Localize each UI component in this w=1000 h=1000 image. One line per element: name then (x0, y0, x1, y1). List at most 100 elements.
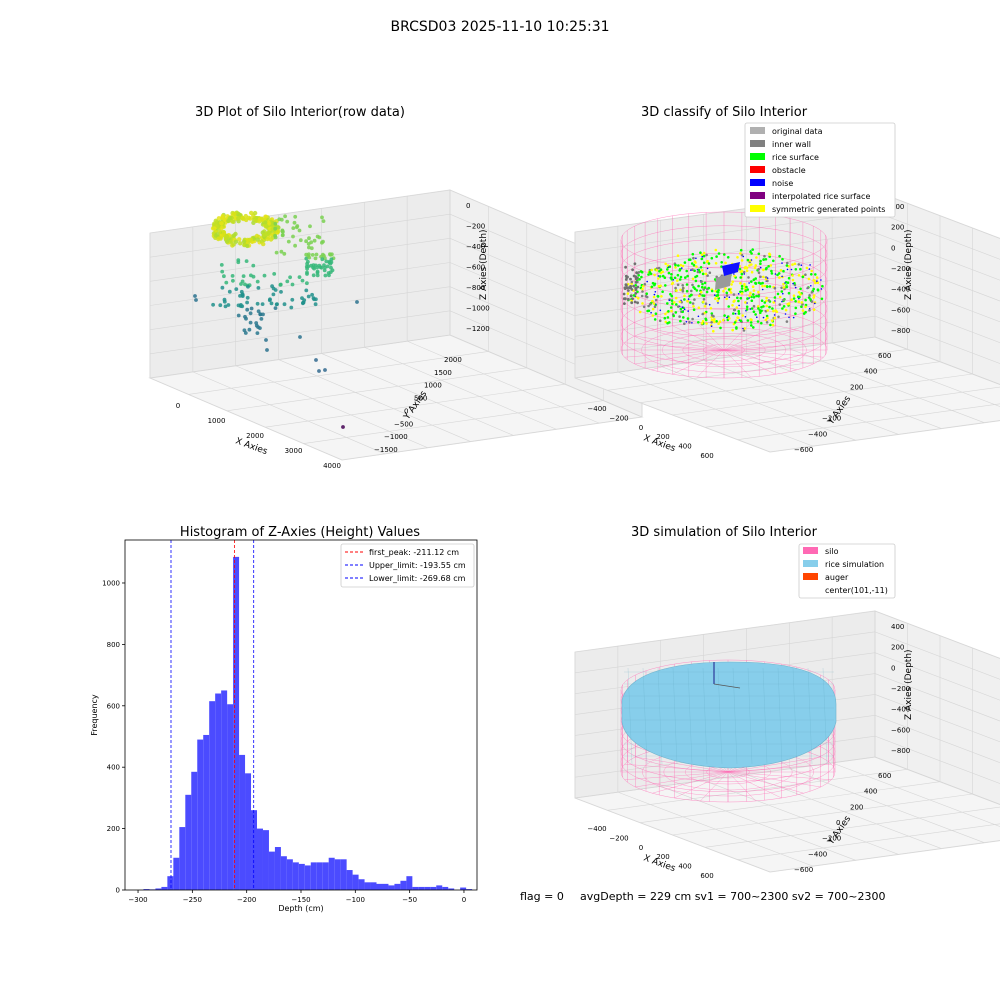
data-point (763, 284, 767, 288)
grid-line (703, 360, 899, 435)
tick-label: 200 (107, 825, 120, 833)
data-point (701, 312, 705, 316)
silo-spoke (727, 771, 782, 799)
data-point (240, 279, 245, 284)
data-point (282, 251, 287, 256)
data-point (341, 425, 345, 429)
data-point (812, 296, 815, 299)
data-point (655, 268, 658, 272)
data-point (736, 296, 739, 300)
data-point (697, 284, 700, 288)
grid-line (874, 652, 1000, 701)
data-point (759, 311, 762, 315)
data-point (247, 327, 252, 332)
data-point (801, 275, 805, 279)
tick-label: −400 (587, 405, 606, 413)
histogram-bar (227, 704, 234, 890)
wall-point (636, 301, 639, 305)
data-point (778, 254, 781, 258)
tick-label: −200 (609, 414, 628, 422)
data-point (690, 262, 694, 265)
data-point (705, 322, 708, 325)
grid-line (874, 295, 1000, 344)
panel-simulation: 3D simulation of Silo Interior −400−2000… (574, 525, 1000, 880)
data-point (797, 300, 801, 304)
data-point (723, 314, 726, 317)
data-point (752, 289, 756, 292)
data-point (636, 290, 639, 294)
data-point (280, 229, 285, 234)
data-point (804, 298, 807, 302)
grid-line (265, 383, 566, 428)
data-point (714, 248, 718, 252)
data-point (311, 296, 316, 300)
legend-frame (744, 122, 896, 218)
data-point (685, 283, 689, 286)
data-point (708, 303, 711, 306)
data-point (273, 306, 278, 310)
data-point (260, 302, 265, 306)
data-point (674, 296, 678, 300)
data-point (691, 317, 694, 321)
data-point (290, 297, 295, 302)
data-point (690, 289, 693, 293)
data-point (744, 316, 747, 318)
data-point (263, 214, 268, 219)
data-point (764, 258, 768, 261)
tick-label: −200 (822, 835, 841, 843)
data-point (653, 293, 656, 296)
data-point (778, 303, 782, 306)
silo-spoke (634, 349, 725, 365)
data-point (306, 294, 311, 299)
data-point (255, 279, 260, 284)
data-point (683, 322, 686, 326)
data-point (735, 306, 739, 309)
data-point (755, 294, 758, 298)
data-point (679, 263, 683, 267)
silo-spoke (727, 763, 832, 773)
data-point (634, 284, 637, 287)
data-point (710, 325, 713, 328)
data-point (694, 279, 698, 283)
data-point (254, 321, 259, 325)
data-point (654, 291, 657, 293)
tick-label: 200 (891, 644, 904, 652)
data-point (799, 287, 802, 291)
data-point (749, 321, 753, 324)
data-point (323, 265, 327, 270)
data-point (288, 275, 292, 280)
data-point (799, 293, 802, 296)
data-point (689, 301, 692, 304)
data-point (221, 230, 227, 235)
data-point (702, 261, 706, 265)
data-point (757, 252, 761, 256)
data-point (689, 293, 693, 297)
data-point (642, 285, 645, 288)
data-point (290, 282, 295, 287)
data-point (656, 294, 660, 298)
histogram-bar (197, 739, 204, 890)
panel-histogram: Histogram of Z-Axies (Height) Values −30… (90, 525, 478, 913)
data-point (810, 269, 813, 273)
data-point (743, 266, 747, 270)
silo-spoke (651, 329, 725, 351)
wall-point (624, 265, 627, 269)
data-point (812, 287, 815, 291)
tick-label: 0 (176, 402, 180, 410)
data-point (649, 303, 652, 306)
grid-line (832, 342, 1000, 407)
data-point (280, 233, 285, 237)
data-point (757, 307, 760, 310)
data-point (651, 281, 655, 285)
data-point (236, 260, 241, 265)
data-point (314, 252, 319, 257)
data-point (752, 295, 756, 299)
data-point (725, 291, 729, 295)
data-point (667, 266, 670, 268)
data-point (731, 280, 734, 284)
data-point (240, 293, 245, 297)
data-point (314, 358, 318, 362)
rice-surface-fill (621, 661, 837, 769)
data-point (683, 298, 686, 301)
legend-swatch (750, 153, 765, 160)
